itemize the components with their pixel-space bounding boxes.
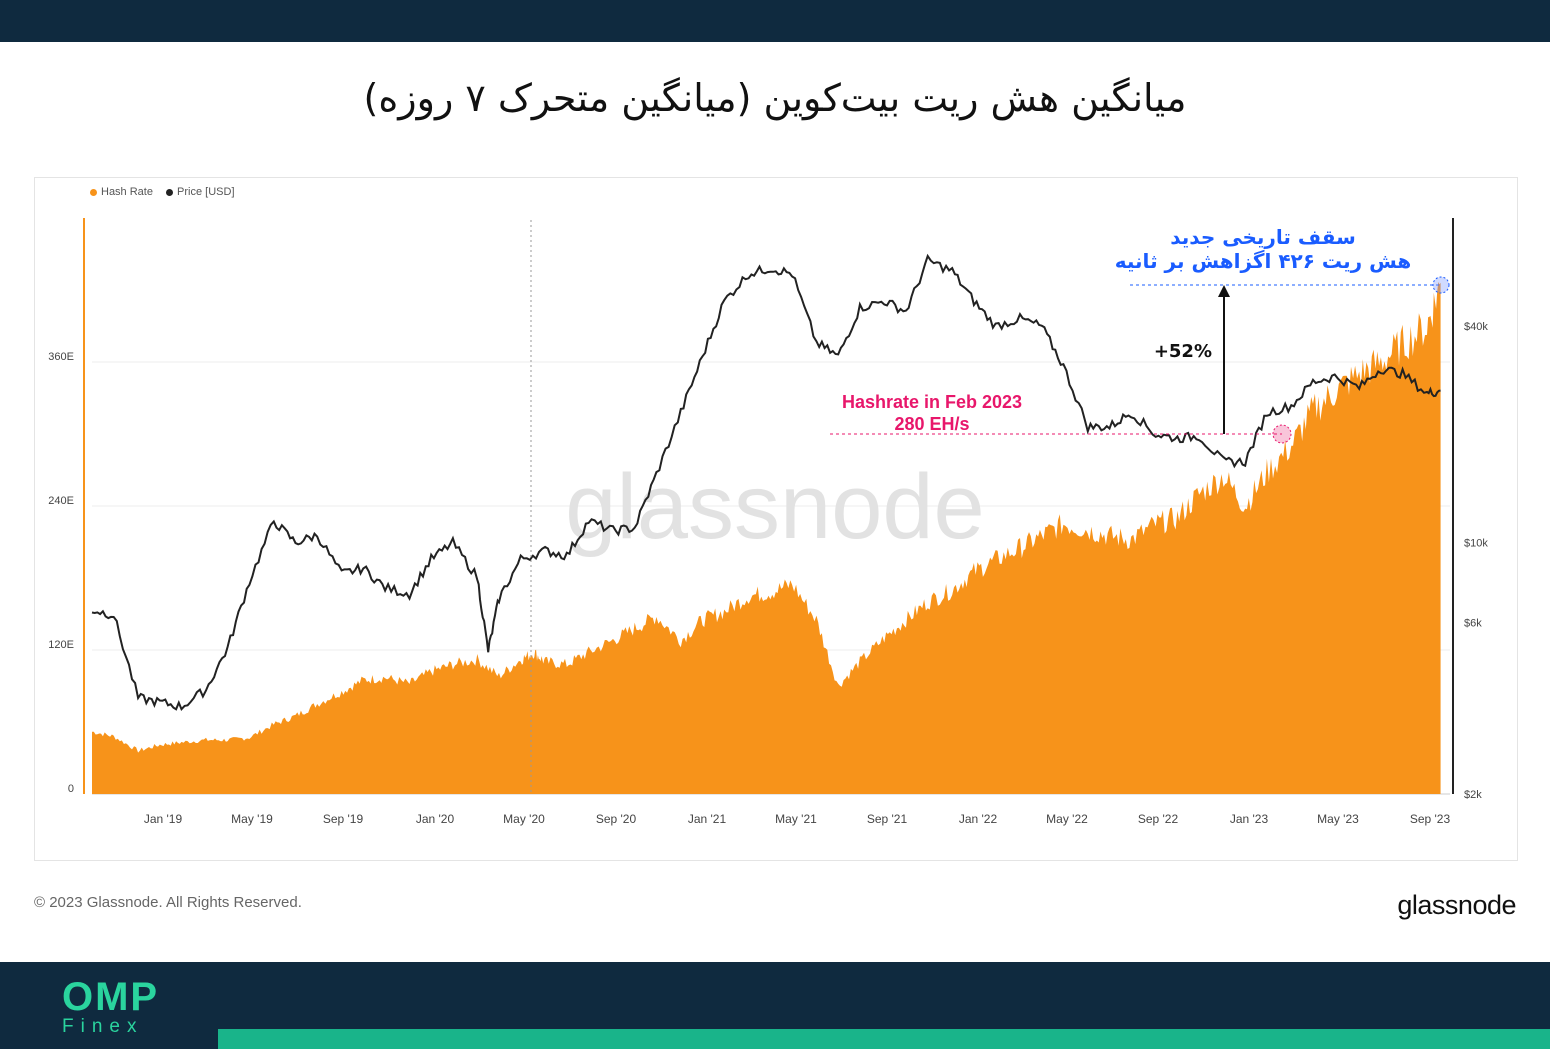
y-right-tick-label: $10k — [1464, 538, 1488, 550]
x-tick-label: May '22 — [1046, 812, 1088, 826]
bottom-accent-bar — [218, 1029, 1550, 1049]
y-left-ticks: 0 120E 240E 360E — [48, 351, 74, 795]
watermark: glassnode — [565, 456, 984, 558]
page-title: میانگین هش ریت بیت‌کوین (میانگین متحرک ۷… — [363, 76, 1187, 120]
legend-label-hash-rate: Hash Rate — [101, 186, 153, 198]
x-tick-label: Sep '19 — [323, 812, 364, 826]
x-tick-label: May '19 — [231, 812, 273, 826]
feb-marker-icon — [1272, 424, 1292, 444]
x-tick-label: Jan '20 — [416, 812, 455, 826]
legend-label-price: Price [USD] — [177, 186, 235, 198]
x-tick-label: Jan '22 — [959, 812, 998, 826]
top-band — [0, 0, 1550, 42]
y-right-tick-label: $40k — [1464, 321, 1488, 333]
legend-item-hash-rate[interactable]: Hash Rate — [90, 186, 153, 198]
legend-dot-hash-icon — [90, 188, 97, 196]
glassnode-logo[interactable]: glassnode — [1397, 890, 1516, 920]
legend-item-price[interactable]: Price [USD] — [166, 186, 235, 198]
y-right-ticks: $2k $6k $10k $40k — [1464, 321, 1488, 801]
ath-label-line2: هش ریت ۴۲۶ اگزاهش بر ثانیه — [1115, 249, 1411, 273]
copyright-text: © 2023 Glassnode. All Rights Reserved. — [34, 894, 302, 911]
x-tick-label: Sep '22 — [1138, 812, 1179, 826]
chart-legend: Hash Rate Price [USD] — [90, 186, 245, 198]
x-tick-label: May '21 — [775, 812, 817, 826]
y-right-tick-label: $2k — [1464, 789, 1482, 801]
legend-dot-price-icon — [166, 188, 174, 196]
x-tick-label: Jan '21 — [688, 812, 727, 826]
x-tick-label: Sep '21 — [867, 812, 908, 826]
x-tick-label: May '23 — [1317, 812, 1359, 826]
feb-label-line1: Hashrate in Feb 2023 — [842, 392, 1022, 412]
x-tick-label: Jan '19 — [144, 812, 183, 826]
increase-label: +52% — [1154, 341, 1212, 362]
omp-logo[interactable]: OMP — [62, 975, 160, 1019]
feb-label-line2: 280 EH/s — [894, 414, 969, 434]
x-tick-label: May '20 — [503, 812, 545, 826]
y-left-tick-label: 240E — [48, 495, 74, 507]
ath-label-line1: سقف تاریخی جدید — [1170, 225, 1356, 249]
finex-logo: Finex — [62, 1016, 144, 1037]
x-tick-label: Sep '20 — [596, 812, 637, 826]
x-tick-label: Jan '23 — [1230, 812, 1269, 826]
y-left-tick-label: 0 — [68, 783, 74, 795]
x-tick-label: Sep '23 — [1410, 812, 1451, 826]
increase-arrow-icon — [1218, 285, 1230, 297]
y-left-tick-label: 360E — [48, 351, 74, 363]
hash-rate-area — [92, 282, 1441, 794]
y-right-tick-label: $6k — [1464, 617, 1482, 629]
y-left-tick-label: 120E — [48, 639, 74, 651]
ath-marker-icon — [1432, 276, 1450, 294]
x-axis-ticks: Jan '19 May '19 Sep '19 Jan '20 May '20 Sep '… — [144, 812, 1451, 826]
price-line — [91, 253, 1441, 712]
